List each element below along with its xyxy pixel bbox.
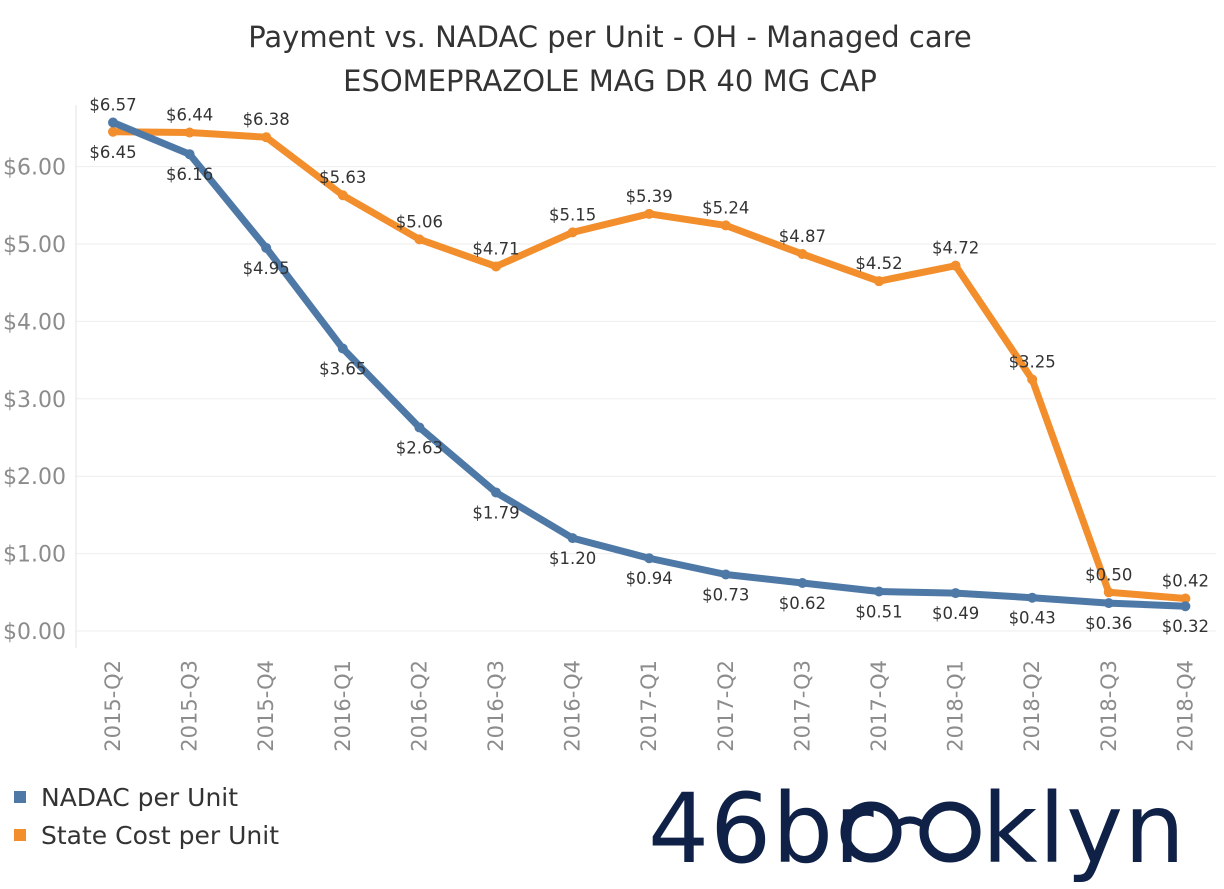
data-label-state-cost: $5.15 xyxy=(549,205,596,224)
data-point-state-cost xyxy=(108,126,118,137)
data-label-nadac: $0.36 xyxy=(1085,614,1132,633)
data-label-state-cost: $5.63 xyxy=(319,168,366,187)
data-label-state-cost: $5.39 xyxy=(626,187,673,206)
data-label-state-cost: $0.42 xyxy=(1162,571,1209,590)
data-point-nadac xyxy=(797,578,808,589)
data-point-nadac xyxy=(567,533,578,544)
legend: NADAC per Unit State Cost per Unit xyxy=(14,783,279,850)
x-tick-label: 2015-Q2 xyxy=(101,660,125,752)
data-label-state-cost: $5.06 xyxy=(396,212,443,231)
data-label-state-cost: $3.25 xyxy=(1009,352,1056,371)
data-label-nadac: $0.49 xyxy=(932,604,979,623)
x-tick-label: 2016-Q3 xyxy=(484,660,508,752)
data-label-state-cost: $4.72 xyxy=(932,239,979,258)
data-label-state-cost: $4.71 xyxy=(472,239,519,258)
data-point-state-cost xyxy=(491,261,501,272)
data-label-nadac: $0.62 xyxy=(779,594,826,613)
x-tick-label: 2017-Q2 xyxy=(714,660,738,752)
data-point-nadac xyxy=(337,343,348,354)
data-label-nadac: $0.73 xyxy=(702,585,749,604)
data-point-nadac xyxy=(108,117,118,128)
x-tick-label: 2017-Q1 xyxy=(637,660,661,752)
x-tick-label: 2016-Q2 xyxy=(407,660,431,752)
x-axis-ticks: 2015-Q2 2015-Q3 2015-Q4 2016-Q1 2016-Q2 2016-… xyxy=(101,660,1197,752)
x-tick-label: 2018-Q3 xyxy=(1097,660,1121,752)
data-point-nadac xyxy=(491,487,501,498)
y-tick-label: $1.00 xyxy=(3,543,66,568)
data-label-nadac: $6.16 xyxy=(166,165,213,184)
data-point-state-cost xyxy=(1103,587,1114,598)
data-label-nadac: $1.79 xyxy=(472,503,519,522)
glasses-icon xyxy=(840,801,981,863)
data-label-state-cost: $6.44 xyxy=(166,106,213,125)
brand-text-prefix: 46br xyxy=(648,773,875,885)
data-point-nadac xyxy=(1027,592,1038,603)
data-label-state-cost: $5.24 xyxy=(702,198,749,217)
data-label-nadac: $0.94 xyxy=(626,569,673,588)
data-point-state-cost xyxy=(950,260,961,271)
data-label-nadac: $1.20 xyxy=(549,549,596,568)
y-tick-label: $2.00 xyxy=(3,465,66,490)
data-label-nadac: $4.95 xyxy=(243,259,290,278)
chart-subtitle: ESOMEPRAZOLE MAG DR 40 MG CAP xyxy=(343,64,877,98)
brand-logo: 46br klyn xyxy=(648,773,1186,885)
y-tick-label: $3.00 xyxy=(3,388,66,413)
legend-swatch-state-cost xyxy=(14,829,26,841)
x-tick-label: 2016-Q4 xyxy=(561,660,585,752)
data-point-nadac xyxy=(644,553,655,564)
chart-title: Payment vs. NADAC per Unit - OH - Manage… xyxy=(248,20,972,54)
x-tick-label: 2015-Q4 xyxy=(254,660,278,752)
data-point-state-cost xyxy=(720,220,731,231)
data-point-state-cost xyxy=(184,127,195,138)
legend-swatch-nadac xyxy=(14,791,26,803)
data-point-state-cost xyxy=(261,132,272,143)
data-label-state-cost: $0.50 xyxy=(1085,565,1132,584)
data-label-nadac: $0.51 xyxy=(855,603,902,622)
x-tick-label: 2018-Q2 xyxy=(1020,660,1044,752)
data-point-nadac xyxy=(261,242,272,253)
data-point-state-cost xyxy=(1027,374,1038,385)
x-tick-label: 2015-Q3 xyxy=(178,660,202,752)
data-label-state-cost: $4.87 xyxy=(779,227,826,246)
x-tick-label: 2018-Q4 xyxy=(1173,660,1197,752)
series xyxy=(108,117,1191,612)
x-tick-label: 2018-Q1 xyxy=(944,660,968,752)
data-label-nadac: $0.32 xyxy=(1162,617,1209,636)
data-point-state-cost xyxy=(644,208,655,219)
x-tick-label: 2017-Q3 xyxy=(790,660,814,752)
data-label-nadac: $6.57 xyxy=(89,95,136,114)
data-label-nadac: $0.43 xyxy=(1009,609,1056,628)
data-point-state-cost xyxy=(1180,593,1191,604)
x-tick-label: 2017-Q4 xyxy=(867,660,891,752)
data-point-nadac xyxy=(184,149,195,160)
data-label-nadac: $2.63 xyxy=(396,438,443,457)
data-label-state-cost: $4.52 xyxy=(855,254,902,273)
data-point-nadac xyxy=(950,588,961,599)
data-point-nadac xyxy=(720,569,731,580)
y-axis-ticks: $0.00 $1.00 $2.00 $3.00 $4.00 $5.00 $6.00 xyxy=(3,156,66,645)
y-tick-label: $4.00 xyxy=(3,310,66,335)
data-point-state-cost xyxy=(874,276,884,287)
data-label-nadac: $3.65 xyxy=(319,359,366,378)
data-point-state-cost xyxy=(337,190,348,201)
data-label-state-cost: $6.45 xyxy=(89,143,136,162)
legend-label-nadac: NADAC per Unit xyxy=(41,783,238,812)
data-point-state-cost xyxy=(797,249,808,260)
data-point-nadac xyxy=(1180,601,1191,612)
data-point-state-cost xyxy=(414,234,425,245)
brand-text-suffix: klyn xyxy=(982,773,1186,885)
y-tick-label: $5.00 xyxy=(3,233,66,258)
data-labels: $6.57 $6.16 $4.95 $3.65 $2.63 $1.79 $1.20 $0.94… xyxy=(89,95,1209,636)
y-tick-label: $0.00 xyxy=(3,620,66,645)
data-point-nadac xyxy=(1103,598,1114,609)
legend-label-state-cost: State Cost per Unit xyxy=(41,821,279,850)
x-tick-label: 2016-Q1 xyxy=(331,660,355,752)
data-point-nadac xyxy=(874,586,884,597)
data-label-state-cost: $6.38 xyxy=(243,110,290,129)
data-point-nadac xyxy=(414,422,425,433)
y-tick-label: $6.00 xyxy=(3,156,66,181)
data-point-state-cost xyxy=(567,227,578,238)
